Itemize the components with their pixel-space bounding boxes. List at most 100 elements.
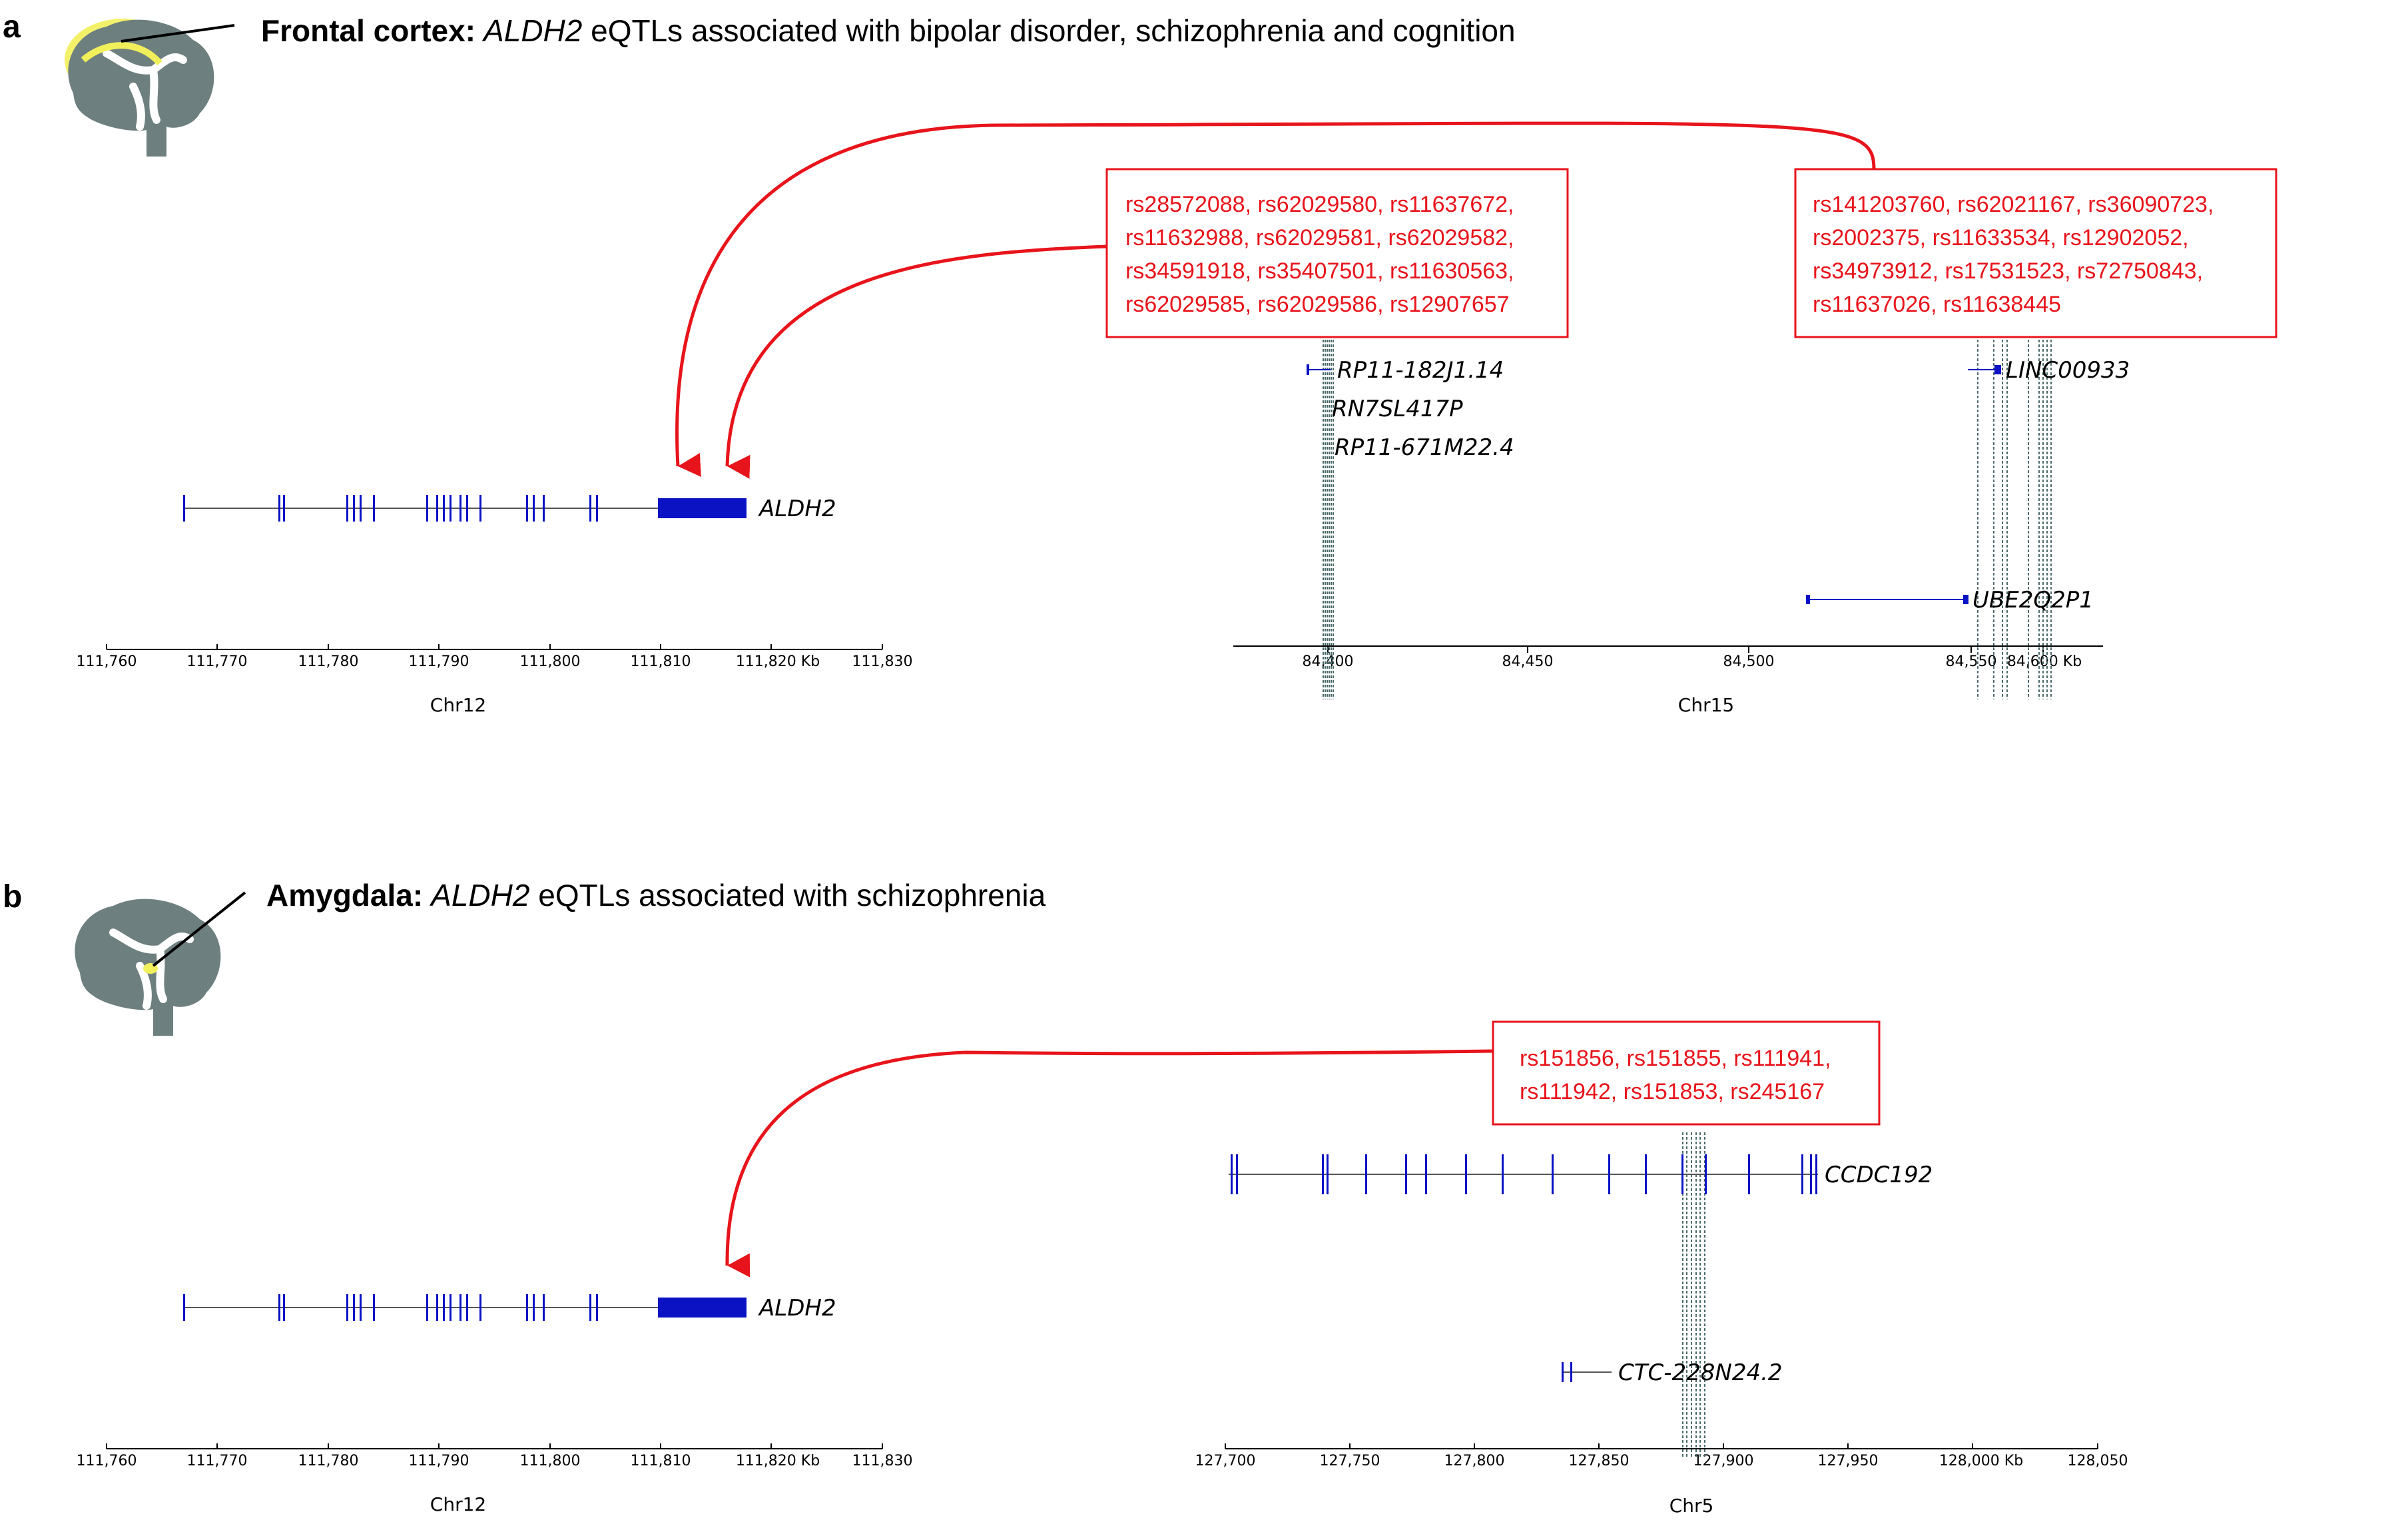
exon-mark [1365, 1154, 1367, 1194]
panel-a-title-rest: eQTLs associated with bipolar disorder, … [582, 13, 1515, 48]
exon-mark [1552, 1154, 1554, 1194]
exon-mark [533, 495, 535, 522]
tick: 111,760 [77, 1453, 137, 1469]
gene-label: RP11-671M22.4 [1335, 434, 1514, 461]
exon-mark [1327, 1154, 1329, 1194]
tick: 111,760 [77, 653, 137, 670]
exon-mark [1231, 1154, 1233, 1194]
exon-mark [526, 495, 528, 522]
chr5-track: 127,700 127,750 127,800 127,850 127,900 … [1195, 1132, 2128, 1517]
gene-rp11-182j1-14: RP11-182J1.14 [1307, 357, 1504, 384]
arrow-chr5-box [725, 1049, 1494, 1278]
exon-mark [1810, 1154, 1812, 1194]
exon-mark [436, 495, 438, 522]
exon-mark [360, 495, 362, 522]
eqtl-lines-right [1977, 340, 2052, 699]
tick: 111,820 Kb [736, 1453, 820, 1469]
exon-mark [278, 1294, 280, 1321]
exon-mark [1502, 1154, 1504, 1194]
snp-line: rs34591918, rs35407501, rs11630563, [1125, 258, 1514, 284]
exon-mark [1801, 1154, 1803, 1194]
exon-mark [543, 1294, 545, 1321]
arrow-left-box [725, 244, 1107, 479]
exon-mark [443, 495, 445, 522]
brain-icon [65, 19, 235, 157]
tick: 111,790 [409, 653, 469, 670]
snp-line: rs151856, rs151855, rs111941, [1520, 1046, 1831, 1071]
eqtl-lines-left [1323, 340, 1334, 699]
tick: 111,810 [631, 653, 691, 670]
tick: 127,900 [1693, 1453, 1754, 1469]
panel-b-gene: ALDH2 [429, 878, 529, 913]
chr-label-12: Chr12 [430, 694, 486, 716]
gene-label-aldh2: ALDH2 [758, 1295, 836, 1322]
eqtl-lines-chr5 [1682, 1132, 1705, 1459]
snp-line: rs28572088, rs62029580, rs11637672, [1125, 192, 1514, 217]
snp-line: rs111942, rs151853, rs245167 [1520, 1079, 1825, 1104]
tick: 84,600 Kb [2007, 653, 2082, 670]
aldh2-utr-block [658, 498, 747, 518]
tick: 127,950 [1818, 1453, 1879, 1469]
snp-box-b: rs151856, rs151855, rs111941, rs111942, … [1492, 1020, 1881, 1126]
exon-mark [346, 1294, 348, 1321]
snp-line: rs34973912, rs17531523, rs72750843, [1813, 258, 2203, 284]
chr12-track-a: ALDH2 111,760 111,770 111,780 111,790 11… [77, 495, 913, 716]
exon-mark [479, 1294, 481, 1321]
exon-mark [1405, 1154, 1407, 1194]
exon-mark [1322, 1154, 1324, 1194]
tick: 111,820 Kb [736, 653, 820, 670]
exon-mark [353, 1294, 355, 1321]
exon-mark [360, 1294, 362, 1321]
exon-mark [479, 495, 481, 522]
tick: 127,850 [1569, 1453, 1630, 1469]
snp-line: rs11632988, rs62029581, rs62029582, [1125, 225, 1514, 250]
exon-mark [466, 1294, 468, 1321]
snp-line: rs11637026, rs11638445 [1813, 292, 2061, 317]
exon-mark [1681, 1154, 1683, 1194]
aldh2-exons [183, 495, 598, 522]
tick: 128,050 [2068, 1453, 2128, 1469]
tick: 111,780 [298, 653, 359, 670]
exon-mark [183, 495, 185, 522]
panel-a: a Frontal cortex: ALDH2 eQTLs associated … [3, 9, 2277, 716]
snp-line: rs2002375, rs11633534, rs12902052, [1813, 225, 2189, 250]
exon-mark [443, 1294, 445, 1321]
snp-line: rs62029585, rs62029586, rs12907657 [1125, 292, 1510, 317]
exon-mark [543, 495, 545, 522]
exon-mark [283, 1294, 285, 1321]
exon-mark [459, 495, 461, 522]
exon-mark [436, 1294, 438, 1321]
exon-mark [346, 495, 348, 522]
tick: 111,830 [852, 653, 913, 670]
panel-b-region: Amygdala: [266, 878, 423, 913]
tick: 111,770 [187, 1453, 248, 1469]
gene-label: LINC00933 [2006, 357, 2130, 384]
exon-mark [1645, 1154, 1647, 1194]
panel-a-gene: ALDH2 [481, 13, 582, 48]
exon-mark [1705, 1154, 1707, 1194]
tick: 127,800 [1444, 1453, 1505, 1469]
tick: 84,550 [1946, 653, 1997, 670]
exon-mark [373, 495, 375, 522]
exon-mark [533, 1294, 535, 1321]
exon-mark [353, 495, 355, 522]
gene-linc00933: LINC00933 [1968, 357, 2130, 384]
gene-label: CTC-228N24.2 [1618, 1359, 1783, 1386]
tick: 111,770 [187, 653, 248, 670]
brain-icon [75, 891, 246, 1036]
gene-label: CCDC192 [1825, 1162, 1933, 1188]
tick: 111,800 [520, 1453, 581, 1469]
exon-mark [1425, 1154, 1427, 1194]
exon-mark [278, 495, 280, 522]
exon-mark [589, 1294, 591, 1321]
exon-mark [426, 495, 428, 522]
exon-mark [596, 495, 598, 522]
exon-mark [426, 1294, 428, 1321]
tick: 128,000 Kb [1939, 1453, 2023, 1469]
panel-a-letter: a [3, 9, 21, 45]
exon-mark [466, 495, 468, 522]
chr15-track: 84,400 84,450 84,500 84,550 84,600 Kb Ch… [1233, 340, 2130, 716]
panel-b-letter: b [3, 879, 22, 915]
exon-mark [1815, 1154, 1817, 1194]
exon-mark [450, 495, 452, 522]
